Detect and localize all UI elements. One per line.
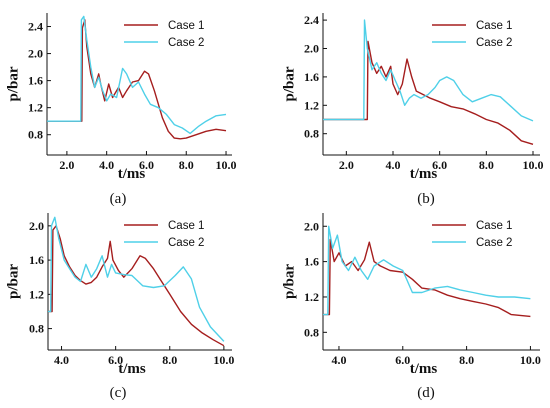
series-line-case-1: [323, 40, 534, 145]
x-tick-label: 2.0: [59, 158, 74, 172]
x-tick-label: 10.0: [520, 353, 541, 367]
x-axis-label: t/ms: [410, 166, 438, 182]
y-axis-label: p/bar: [5, 66, 21, 101]
x-tick-label: 4.0: [54, 353, 69, 367]
y-tick-label: 1.2: [29, 287, 44, 301]
y-axis-label: p/bar: [281, 66, 297, 101]
x-tick-label: 4.0: [386, 158, 401, 172]
series-line-case-2: [47, 15, 227, 135]
y-tick-label: 0.8: [304, 325, 319, 339]
y-tick-label: 1.6: [29, 253, 44, 267]
x-tick-label: 8.0: [179, 158, 194, 172]
y-tick-label: 0.8: [304, 127, 319, 141]
y-tick-label: 1.2: [28, 101, 43, 115]
series-line-case-1: [48, 225, 225, 347]
series-line-case-2: [323, 225, 531, 316]
x-tick-label: 4.0: [331, 353, 346, 367]
x-tick-label: 10.0: [523, 158, 544, 172]
series-line-case-2: [323, 19, 534, 122]
chart-panel-c: 0.8 1.2 1.6 2.0 4.0 6.0 8.0 10.0 t/ms p/bar Case 1…: [5, 213, 234, 401]
y-tick-label: 1.2: [304, 290, 319, 304]
y-tick-label: 2.0: [304, 42, 319, 56]
y-tick-label: 0.8: [29, 322, 44, 336]
x-tick-label: 4.0: [99, 158, 114, 172]
series-line-case-2: [48, 216, 225, 342]
x-tick-label: 8.0: [162, 353, 177, 367]
legend-label-case-2: Case 2: [168, 237, 204, 249]
y-tick-label: 1.6: [304, 70, 319, 84]
y-tick-label: 0.8: [28, 128, 43, 142]
legend-label-case-1: Case 1: [168, 220, 204, 232]
legend-label-case-1: Case 1: [168, 20, 204, 32]
y-axis-label: p/bar: [5, 264, 21, 299]
x-tick-label: 6.0: [139, 158, 154, 172]
x-tick-label: 10.0: [216, 158, 237, 172]
chart-panel-d: 0.8 1.2 1.6 2.0 4.0 6.0 8.0 10.0 t/ms p/bar Case 1…: [281, 213, 541, 401]
panel-label: (b): [417, 191, 435, 207]
y-tick-label: 1.2: [304, 98, 319, 112]
y-tick-label: 2.4: [304, 13, 319, 27]
y-axis-label: p/bar: [281, 264, 297, 299]
x-tick-label: 8.0: [479, 158, 494, 172]
y-tick-label: 1.6: [304, 255, 319, 269]
y-tick-label: 1.6: [28, 74, 43, 88]
x-tick-label: 6.0: [108, 353, 123, 367]
x-tick-label: 6.0: [395, 353, 410, 367]
panel-label: (a): [110, 191, 127, 207]
chart-panel-a: 0.8 1.2 1.6 2.0 2.4 2.0 4.0 6.0 8.0 10.0 t/ms p/bar…: [5, 13, 237, 207]
legend-label-case-1: Case 1: [476, 20, 512, 32]
panel-label: (c): [110, 385, 127, 401]
x-axis-label: t/ms: [410, 361, 438, 377]
x-tick-label: 2.0: [339, 158, 354, 172]
x-tick-label: 6.0: [432, 158, 447, 172]
x-axis-label: t/ms: [118, 166, 146, 182]
x-tick-label: 10.0: [213, 353, 234, 367]
y-tick-label: 2.4: [28, 20, 43, 34]
y-tick-label: 2.0: [304, 219, 319, 233]
legend-label-case-2: Case 2: [476, 37, 512, 49]
legend-label-case-1: Case 1: [476, 220, 512, 232]
panel-label: (d): [417, 385, 435, 401]
x-axis-label: t/ms: [118, 361, 146, 377]
chart-panel-b: 0.8 1.2 1.6 2.0 2.4 2.0 4.0 6.0 8.0 10.0 t/ms p/bar…: [281, 13, 544, 207]
series-line-case-1: [47, 19, 227, 140]
series-line-case-1: [323, 238, 531, 318]
y-tick-label: 2.0: [29, 219, 44, 233]
legend-label-case-2: Case 2: [476, 237, 512, 249]
x-tick-label: 8.0: [459, 353, 474, 367]
legend-label-case-2: Case 2: [168, 37, 204, 49]
y-tick-label: 2.0: [28, 47, 43, 61]
